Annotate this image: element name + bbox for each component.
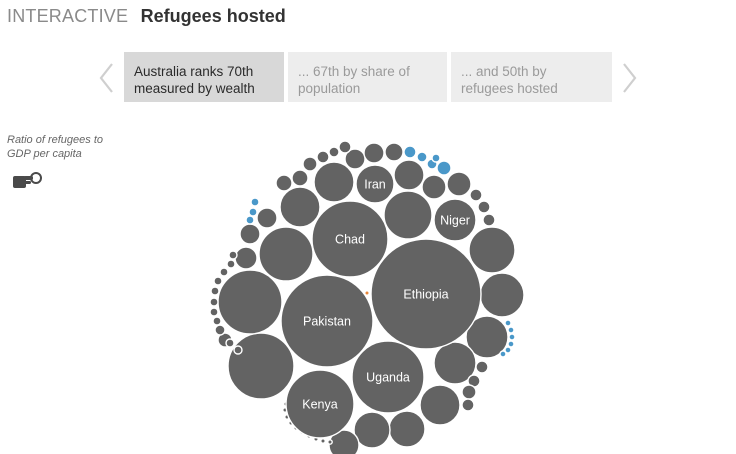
highlighted-country-bubble[interactable] xyxy=(507,326,515,334)
country-bubble[interactable] xyxy=(468,226,516,274)
country-bubble[interactable] xyxy=(227,332,295,400)
carousel-prev-button[interactable] xyxy=(96,60,118,96)
pointer-toggle-button[interactable] xyxy=(11,170,45,195)
iran-label: Iran xyxy=(364,178,386,192)
kenya-label: Kenya xyxy=(302,398,337,412)
carousel-slide-2[interactable]: ... 67th by share of population xyxy=(288,52,447,102)
highlighted-country-bubble[interactable] xyxy=(499,350,507,358)
kicker-label: INTERACTIVE xyxy=(7,6,129,26)
country-bubble[interactable] xyxy=(219,267,229,277)
country-bubble[interactable] xyxy=(213,276,223,286)
ethiopia-bubble[interactable] xyxy=(370,238,482,350)
country-bubble[interactable] xyxy=(275,174,293,192)
ethiopia-label: Ethiopia xyxy=(403,288,448,302)
carousel-slide-3[interactable]: ... and 50th by refugees hosted xyxy=(451,52,612,102)
country-bubble[interactable] xyxy=(479,272,525,318)
country-bubble[interactable] xyxy=(256,207,278,229)
highlighted-country-bubble[interactable] xyxy=(504,346,512,354)
highlighted-country-bubble[interactable] xyxy=(431,153,441,163)
carousel-next-button[interactable] xyxy=(618,60,640,96)
highlighted-country-bubble[interactable] xyxy=(508,333,516,341)
country-bubble[interactable] xyxy=(217,269,283,335)
country-bubble[interactable] xyxy=(302,156,318,172)
country-bubble[interactable] xyxy=(421,174,447,200)
kenya-bubble[interactable] xyxy=(285,369,355,439)
country-bubble[interactable] xyxy=(313,161,355,203)
country-bubble[interactable] xyxy=(210,286,220,296)
uganda-bubble[interactable] xyxy=(351,340,425,414)
highlighted-country-bubble[interactable] xyxy=(245,215,255,225)
header: INTERACTIVE Refugees hosted xyxy=(7,6,286,27)
country-bubble[interactable] xyxy=(320,438,326,444)
country-bubble[interactable] xyxy=(388,410,426,448)
highlighted-country-bubble[interactable] xyxy=(250,197,260,207)
niger-label: Niger xyxy=(440,214,470,228)
chad-bubble[interactable] xyxy=(311,200,389,278)
country-bubble[interactable] xyxy=(228,250,238,260)
country-bubble[interactable] xyxy=(353,411,391,449)
carousel-slide-text: ... and 50th by refugees hosted xyxy=(461,64,558,96)
country-bubble[interactable] xyxy=(234,246,258,270)
pakistan-label: Pakistan xyxy=(303,315,351,329)
country-bubble[interactable] xyxy=(328,146,340,158)
chad-label: Chad xyxy=(335,233,365,247)
highlighted-country-bubble[interactable] xyxy=(507,340,515,348)
country-bubble[interactable] xyxy=(344,148,366,170)
country-bubble[interactable] xyxy=(469,188,483,202)
country-bubble[interactable] xyxy=(209,307,219,317)
ratio-label: Ratio of refugees to GDP per capita xyxy=(7,134,104,160)
country-bubble[interactable] xyxy=(328,429,360,454)
highlighted-country-bubble[interactable] xyxy=(416,151,428,163)
australia-marker xyxy=(364,290,370,296)
country-bubble[interactable] xyxy=(384,142,404,162)
carousel-slide-text: ... 67th by share of population xyxy=(298,64,410,96)
country-bubble[interactable] xyxy=(214,324,226,336)
chevron-left-icon xyxy=(99,63,113,93)
country-bubble[interactable] xyxy=(327,439,333,445)
uganda-label: Uganda xyxy=(366,371,410,385)
niger-bubble[interactable] xyxy=(433,198,477,242)
carousel-slide-1[interactable]: Australia ranks 70th measured by wealth xyxy=(124,52,284,102)
country-bubble[interactable] xyxy=(338,140,352,154)
country-bubble[interactable] xyxy=(233,345,243,355)
country-bubble[interactable] xyxy=(393,159,425,191)
highlighted-country-bubble[interactable] xyxy=(248,207,258,217)
country-bubble[interactable] xyxy=(477,200,491,214)
country-bubble[interactable] xyxy=(212,316,222,326)
page-title: Refugees hosted xyxy=(140,6,286,26)
country-bubble[interactable] xyxy=(316,150,330,164)
iran-bubble[interactable] xyxy=(355,164,395,204)
country-bubble[interactable] xyxy=(419,384,461,426)
country-bubble[interactable] xyxy=(209,297,219,307)
country-bubble[interactable] xyxy=(383,190,433,240)
chevron-right-icon xyxy=(623,63,637,93)
highlighted-country-bubble[interactable] xyxy=(403,145,417,159)
highlighted-country-bubble[interactable] xyxy=(436,160,452,176)
country-bubble[interactable] xyxy=(291,169,309,187)
country-bubble[interactable] xyxy=(279,186,321,228)
pakistan-bubble[interactable] xyxy=(280,274,374,368)
pointing-hand-icon xyxy=(13,172,42,188)
country-bubble[interactable] xyxy=(461,384,477,400)
country-bubble[interactable] xyxy=(258,226,314,282)
country-bubble[interactable] xyxy=(225,338,235,348)
country-bubble[interactable] xyxy=(226,259,236,269)
highlighted-country-bubble[interactable] xyxy=(504,319,512,327)
country-bubble[interactable] xyxy=(433,341,477,385)
carousel-slide-text: Australia ranks 70th measured by wealth xyxy=(134,64,255,96)
country-bubble[interactable] xyxy=(465,315,509,359)
country-bubble[interactable] xyxy=(475,360,489,374)
country-bubble[interactable] xyxy=(482,213,496,227)
country-bubble[interactable] xyxy=(446,171,472,197)
country-bubble[interactable] xyxy=(461,398,475,412)
country-bubble[interactable] xyxy=(239,223,261,245)
country-bubble[interactable] xyxy=(363,142,385,164)
